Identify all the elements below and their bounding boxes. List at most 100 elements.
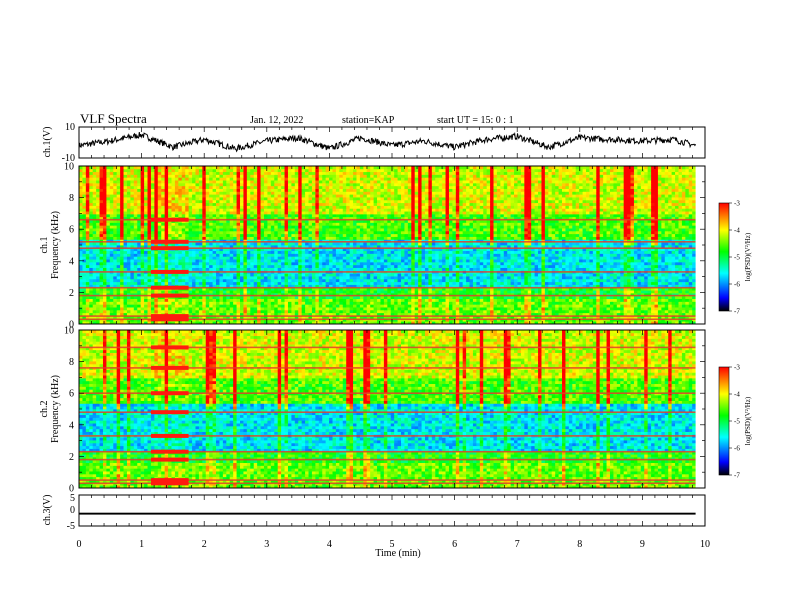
spectrogram-cell: [428, 253, 433, 257]
spectrogram-cell: [284, 278, 289, 283]
spectrogram-cell: [603, 281, 607, 285]
spectrogram-cell: [236, 301, 241, 305]
spectrogram-cell: [366, 264, 371, 268]
spectrogram-cell: [592, 267, 597, 271]
spectrogram-cell: [79, 290, 83, 294]
spectrogram-cell: [448, 273, 453, 277]
spectrogram-cell: [219, 273, 224, 277]
spectrogram-cell: [627, 290, 631, 294]
spectrogram-cell: [144, 312, 148, 316]
spectrogram-cell: [442, 287, 446, 291]
spectrogram-cell: [116, 253, 121, 257]
spectrogram-cell: [678, 284, 683, 288]
spectrogram-cell: [226, 250, 231, 254]
spectrogram-cell: [428, 321, 433, 324]
spectrogram-cell: [640, 290, 645, 294]
spectrogram-cell: [92, 301, 97, 305]
spectrogram-cell: [404, 273, 409, 277]
spectrogram-cell: [514, 253, 518, 257]
spectrogram-cell: [661, 301, 666, 305]
spectrogram-cell: [534, 278, 539, 283]
spectrogram-cell: [123, 276, 128, 280]
spectrogram-cell: [359, 304, 364, 308]
spectrogram-cell: [205, 278, 210, 283]
spectrogram-cell: [510, 301, 515, 305]
spectrogram-cell: [685, 250, 690, 254]
spectrogram-cell: [428, 256, 433, 260]
spectrogram-cell: [212, 245, 217, 249]
spectrogram-cell: [520, 267, 525, 271]
spectrogram-cell: [562, 256, 566, 260]
spectrogram-cell: [301, 245, 306, 249]
date-label: Jan. 12, 2022: [250, 115, 303, 126]
spectrogram-cell: [616, 304, 621, 308]
spectrogram-cell: [582, 307, 587, 311]
spectrogram-cell: [448, 295, 453, 300]
spectrogram-cell: [387, 245, 392, 249]
spectrogram-cell: [171, 321, 176, 324]
spectrogram-cell: [589, 315, 594, 319]
spectrogram-cell: [291, 284, 296, 288]
spectrogram-cell: [633, 312, 638, 316]
spectrogram-cell: [620, 321, 625, 324]
spectrogram-cell: [688, 247, 693, 252]
spectrogram-cell: [281, 290, 285, 294]
spectrogram-cell: [332, 301, 337, 305]
spectrogram-cell: [589, 301, 594, 305]
spectrogram-cell: [486, 312, 491, 316]
spectrogram-cell: [455, 321, 460, 324]
spectrogram-cell: [575, 307, 580, 311]
spectrogram-cell: [349, 295, 354, 300]
spectrogram-cell: [541, 304, 546, 308]
spectrogram-cell: [500, 273, 505, 277]
spectrogram-cell: [96, 276, 100, 280]
spectrogram-cell: [349, 250, 354, 254]
spectrogram-cell: [517, 307, 522, 311]
spectrogram-cell: [349, 281, 354, 285]
spectrogram-cell: [284, 284, 289, 288]
spectrogram-cell: [603, 253, 607, 257]
spectrogram-cell: [418, 276, 422, 280]
spectrogram-cell: [315, 309, 320, 314]
spectrogram-cell: [216, 301, 220, 305]
spectrogram-cell: [308, 321, 313, 324]
spectrogram-cell: [329, 264, 333, 268]
spectrogram-cell: [370, 245, 375, 249]
spectrogram-cell: [270, 307, 275, 311]
spectrogram-cell: [274, 267, 279, 271]
spectrogram-cell: [294, 312, 299, 316]
spectrogram-cell: [356, 245, 361, 249]
spectrogram-cell: [246, 245, 251, 249]
spectrogram-cell: [479, 315, 484, 319]
spectrogram-cell: [472, 281, 477, 285]
spectrogram-cell: [404, 304, 409, 308]
spectrogram-cell: [294, 261, 299, 266]
spectrogram-cell: [534, 295, 539, 300]
spectrogram-cell: [548, 304, 553, 308]
spectrogram-cell: [370, 247, 375, 252]
spectrogram-cell: [476, 298, 481, 302]
spectrogram-cell: [144, 276, 148, 280]
spectrogram-cell: [596, 250, 601, 254]
spectrogram-cell: [565, 312, 570, 316]
spectrogram-cell: [346, 250, 351, 254]
spectrogram-cell: [380, 321, 385, 324]
spectrogram-cell: [613, 287, 618, 291]
spectrogram-cell: [483, 309, 488, 314]
spectrogram-cell: [500, 304, 505, 308]
spectrogram-cell: [541, 315, 546, 319]
spectrogram-cell: [92, 287, 97, 291]
spectrogram-cell: [606, 307, 611, 311]
spectrogram-cell: [503, 259, 508, 263]
spectrogram-cell: [144, 278, 148, 283]
spectrogram-cell: [126, 267, 131, 271]
spectrogram-cell: [192, 292, 196, 297]
spectrogram-cell: [311, 312, 316, 316]
spectrogram-cell: [633, 321, 638, 324]
spectrogram-cell: [609, 321, 614, 324]
spectrogram-cell: [284, 309, 289, 314]
spectrogram-cell: [411, 309, 416, 314]
spectrogram-cell: [342, 298, 347, 302]
spectrogram-cell: [335, 256, 340, 260]
ch1-ytick-top: 10: [65, 122, 75, 133]
